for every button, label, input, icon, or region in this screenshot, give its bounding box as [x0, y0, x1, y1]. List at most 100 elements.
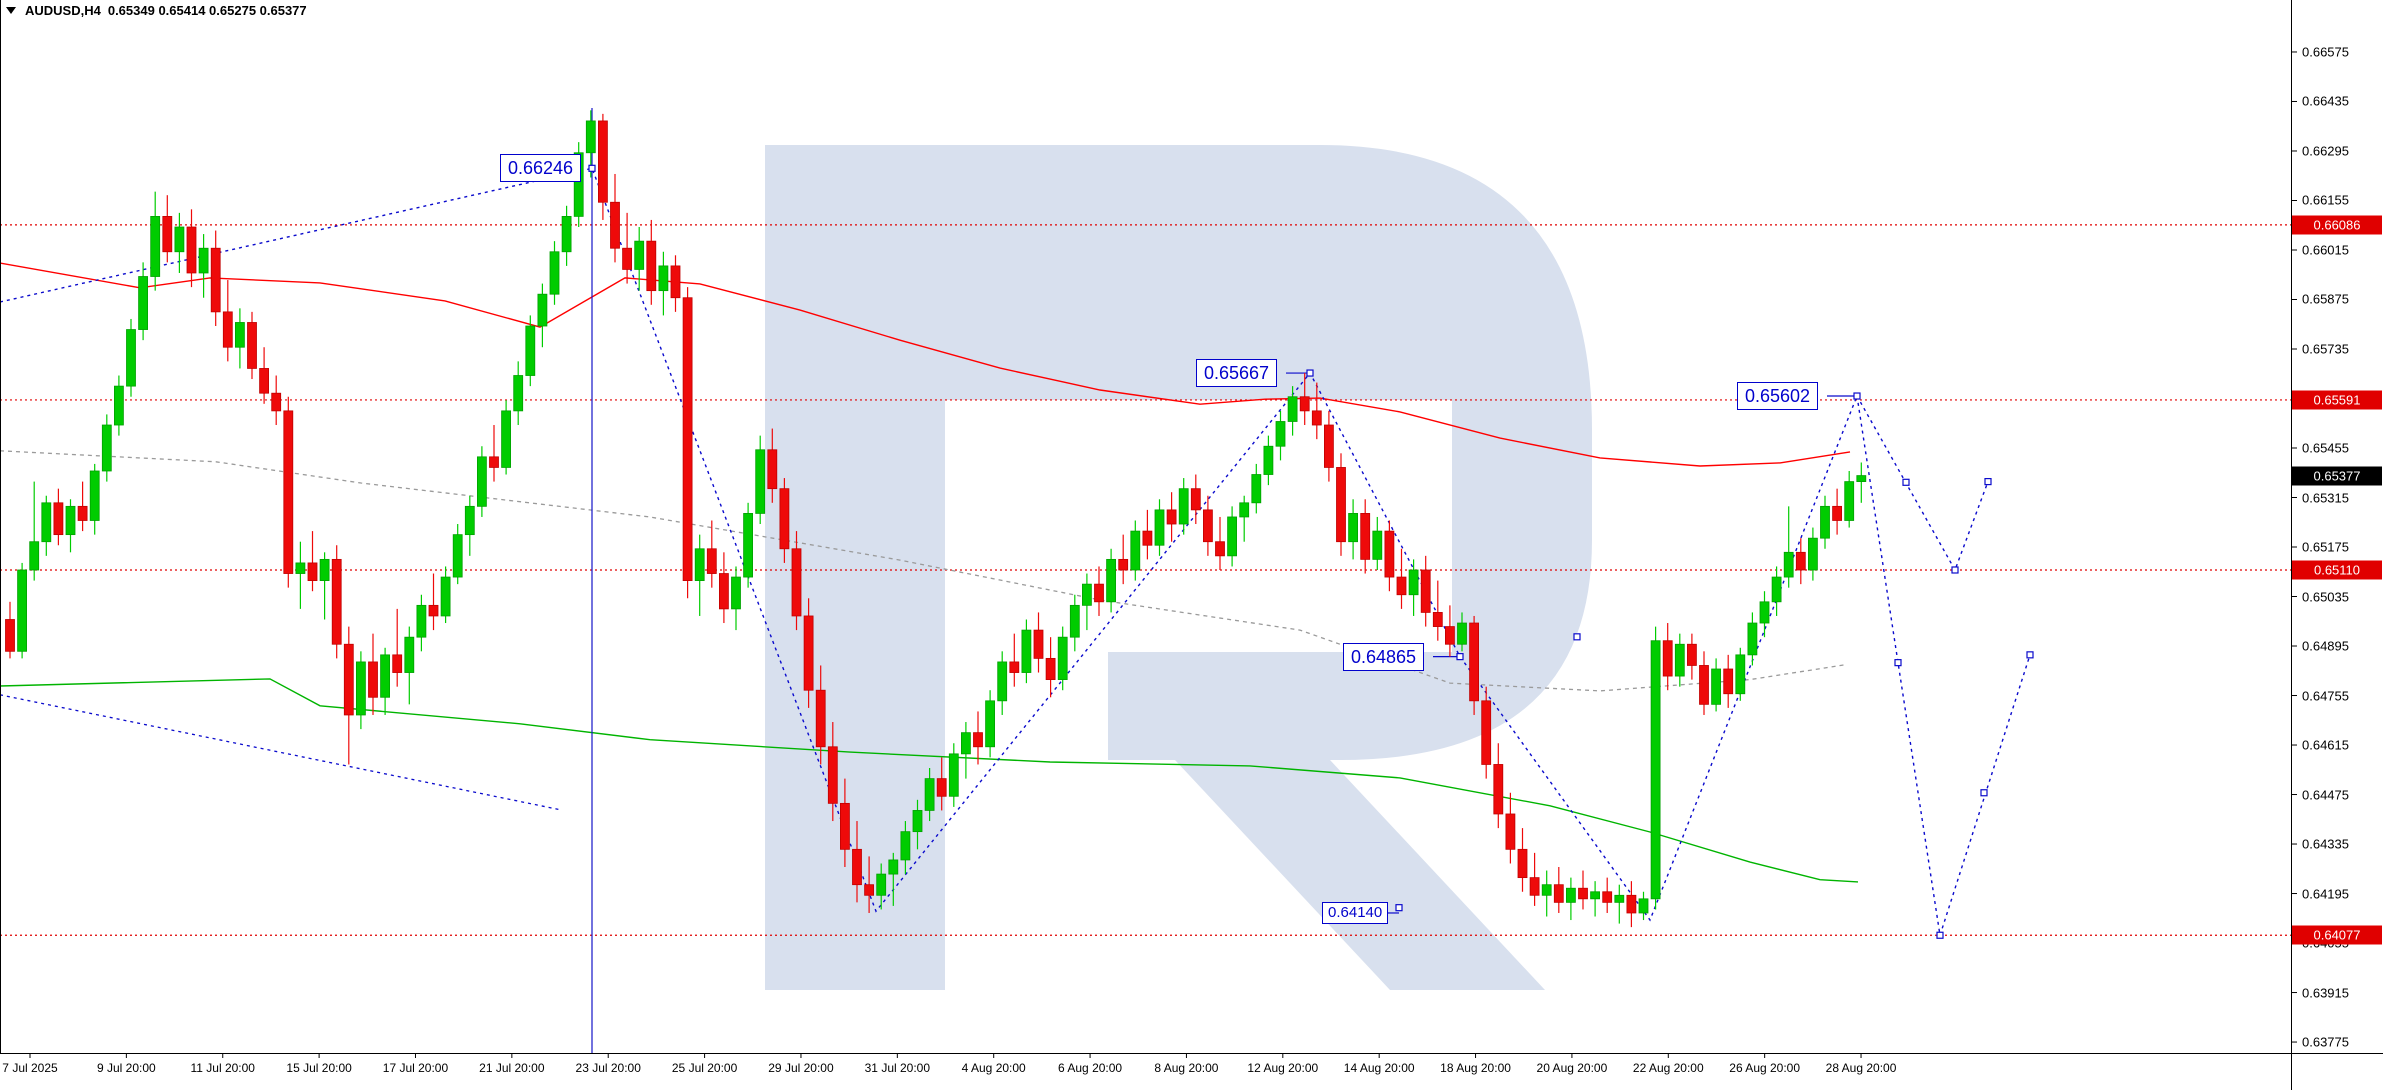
- candle-body: [537, 293, 548, 327]
- ma-gray: [0, 450, 1846, 692]
- price-tick-label: 0.65455: [2302, 440, 2349, 456]
- candle-body: [1227, 516, 1237, 557]
- candle-body: [755, 449, 766, 514]
- candle-body: [126, 329, 136, 387]
- candle-body: [1783, 551, 1794, 578]
- date-tick-label: 23 Jul 20:00: [575, 1061, 641, 1075]
- candle-body: [138, 276, 149, 330]
- selection-handle: [1395, 904, 1403, 912]
- trendlines-group: [0, 694, 561, 811]
- candle-body: [1711, 668, 1721, 705]
- candle-body: [1263, 445, 1274, 475]
- swing-price-label[interactable]: 0.65602: [1737, 382, 1819, 411]
- swing-price-label[interactable]: 0.64865: [1343, 642, 1425, 671]
- candle-body: [1626, 894, 1637, 914]
- candle-body: [41, 502, 52, 543]
- candle-body: [1311, 410, 1322, 426]
- date-tick-label: 14 Aug 20:00: [1343, 1061, 1415, 1075]
- candle-body: [1299, 396, 1310, 412]
- candle-body: [89, 470, 100, 521]
- candle-body: [440, 576, 451, 617]
- candle-body: [1445, 626, 1455, 645]
- candle-body: [598, 120, 608, 203]
- candle-body: [1215, 541, 1225, 557]
- candle-body: [283, 410, 294, 574]
- candle-body: [1699, 665, 1709, 705]
- selection-handle: [1894, 659, 1902, 667]
- candle-body: [174, 226, 185, 253]
- date-tick-label: 7 Jul 2025: [2, 1061, 58, 1075]
- candle-body: [1384, 530, 1395, 578]
- date-tick-label: 18 Aug 20:00: [1440, 1061, 1511, 1075]
- broker-watermark-logo: [765, 145, 1592, 990]
- candle-body: [1856, 475, 1867, 482]
- candle-body: [646, 240, 657, 292]
- selection-handle: [1936, 931, 1944, 939]
- candle-body: [29, 541, 40, 571]
- date-tick-label: 12 Aug 20:00: [1247, 1061, 1319, 1075]
- candle-body: [1118, 558, 1129, 571]
- candle-body: [271, 392, 282, 412]
- price-tick-label: 0.66575: [2302, 44, 2349, 60]
- candle-body: [53, 502, 64, 536]
- candle-body: [876, 873, 887, 896]
- selection-handle: [1456, 653, 1464, 661]
- candle-body: [900, 831, 911, 861]
- candles-group: [5, 110, 1867, 928]
- level-price-badge: 0.65591: [2292, 390, 2382, 410]
- date-tick-label: 15 Jul 20:00: [286, 1061, 352, 1075]
- candle-body: [1130, 530, 1141, 571]
- candle-body: [682, 297, 693, 581]
- candle-body: [634, 240, 645, 270]
- triangle-down-icon[interactable]: [6, 7, 16, 14]
- candle-body: [101, 424, 112, 472]
- swing-price-label[interactable]: 0.65667: [1196, 359, 1278, 388]
- candle-body: [791, 548, 802, 617]
- selection-handle: [588, 164, 596, 172]
- candle-body: [840, 802, 850, 850]
- candle-body: [1723, 668, 1734, 695]
- candle-body: [1324, 424, 1334, 468]
- swing-price-label[interactable]: 0.66246: [500, 154, 582, 183]
- candle-body: [1469, 622, 1479, 702]
- candle-body: [779, 488, 790, 550]
- date-tick-label: 31 Jul 20:00: [864, 1061, 931, 1075]
- price-tick-label: 0.63915: [2302, 985, 2349, 1001]
- candle-body: [1457, 622, 1467, 645]
- price-tick-label: 0.66015: [2302, 242, 2349, 258]
- candle-body: [1275, 421, 1286, 447]
- candle-body: [803, 615, 814, 691]
- date-tick-label: 22 Aug 20:00: [1632, 1061, 1704, 1075]
- candle-body: [549, 251, 560, 295]
- candle-body: [1553, 884, 1564, 903]
- date-tick-label: 29 Jul 20:00: [768, 1061, 834, 1075]
- candle-body: [1009, 661, 1020, 673]
- candle-body: [319, 558, 330, 581]
- candle-body: [1336, 467, 1346, 543]
- candle-body: [670, 265, 681, 299]
- candle-body: [355, 661, 366, 716]
- date-tick-label: 17 Jul 20:00: [382, 1061, 449, 1075]
- price-tick-label: 0.64335: [2302, 836, 2349, 852]
- level-price-badge: 0.66086: [2292, 215, 2382, 235]
- candle-body: [1396, 576, 1407, 596]
- selection-handle: [1951, 566, 1959, 574]
- candle-body: [162, 215, 173, 253]
- candle-body: [1541, 884, 1552, 896]
- candle-body: [1348, 513, 1358, 543]
- horizontal-level-lines: [0, 224, 2291, 936]
- candle-body: [1662, 640, 1673, 677]
- trendline-lower-left: [0, 694, 561, 811]
- swing-price-label[interactable]: 0.64140: [1322, 901, 1389, 924]
- candle-body: [501, 410, 512, 468]
- selection-handle: [1306, 369, 1314, 377]
- date-tick-label: 6 Aug 20:00: [1058, 1061, 1123, 1075]
- date-tick-label: 28 Aug 20:00: [1825, 1061, 1897, 1075]
- price-tick-label: 0.65175: [2302, 539, 2349, 555]
- candle-body: [1590, 891, 1600, 900]
- candle-body: [1021, 629, 1032, 673]
- selection-handle: [1573, 633, 1581, 641]
- candle-body: [186, 226, 197, 274]
- candle-body: [77, 505, 88, 521]
